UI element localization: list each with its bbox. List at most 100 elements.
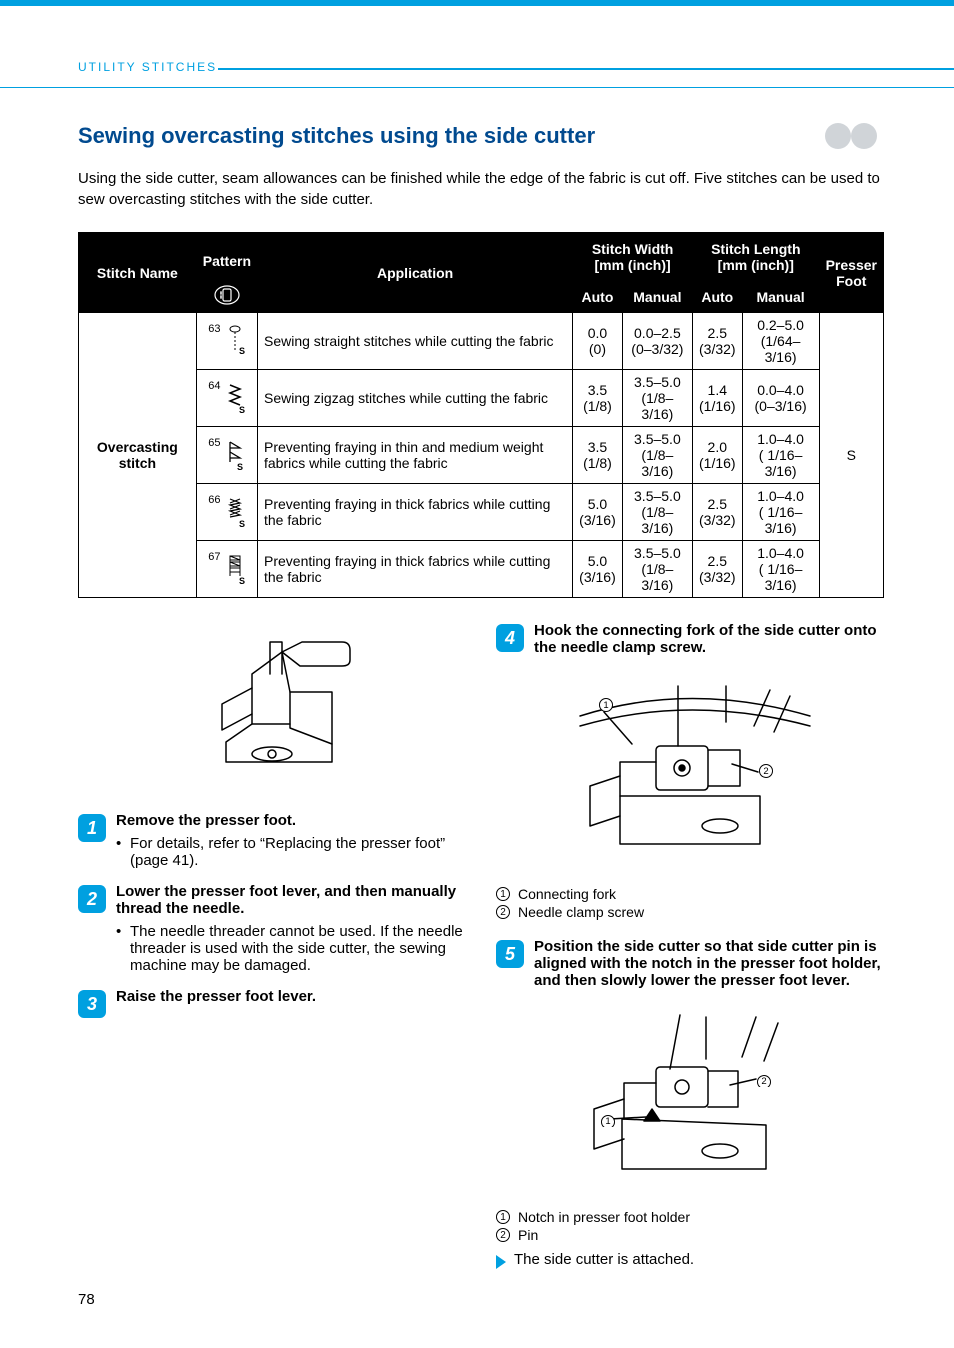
pattern-cell: 64 S — [196, 370, 257, 427]
stitch-pattern-icon: S — [224, 381, 246, 415]
stitch-pattern-icon: S — [224, 324, 246, 358]
th-width-auto: Auto — [573, 282, 623, 312]
result-text: The side cutter is attached. — [514, 1251, 694, 1268]
th-width-manual: Manual — [622, 282, 692, 312]
step-title: Remove the presser foot. — [116, 812, 466, 829]
table-row: 66 S Preventing fraying in thick fabrics… — [79, 484, 884, 541]
pattern-cell: 67 S — [196, 541, 257, 598]
length-auto: 2.5 (3/32) — [693, 484, 743, 541]
width-manual: 3.5–5.0 (1/8–3/16) — [622, 370, 692, 427]
step-5-result: The side cutter is attached. — [496, 1251, 884, 1269]
stitch-pattern-icon: S — [224, 495, 246, 529]
presser-foot-value: S — [819, 313, 883, 598]
pattern-number: 67 — [208, 552, 220, 563]
legend-text: Connecting fork — [518, 886, 616, 902]
group-name: Overcasting stitch — [79, 313, 197, 598]
step-4-illustration: 1 2 — [496, 676, 884, 870]
pattern-cell: 66 S — [196, 484, 257, 541]
length-auto: 1.4 (1/16) — [693, 370, 743, 427]
application-cell: Preventing fraying in thick fabrics whil… — [258, 484, 573, 541]
th-application: Application — [258, 233, 573, 313]
pattern-number: 66 — [208, 495, 220, 506]
bullet-icon: • — [116, 835, 130, 869]
step-5-illustration: 1 2 — [496, 1009, 884, 1193]
width-manual: 3.5–5.0 (1/8–3/16) — [622, 484, 692, 541]
legend-text: Notch in presser foot holder — [518, 1209, 690, 1225]
width-manual: 3.5–5.0 (1/8–3/16) — [622, 541, 692, 598]
svg-text:S: S — [239, 576, 245, 586]
application-cell: Sewing zigzag stitches while cutting the… — [258, 370, 573, 427]
step-bullet-text: The needle threader cannot be used. If t… — [130, 923, 466, 974]
pattern-mode-icon — [213, 285, 241, 305]
application-cell: Sewing straight stitches while cutting t… — [258, 313, 573, 370]
table-row: 64 S Sewing zigzag stitches while cuttin… — [79, 370, 884, 427]
table-row: 65 S Preventing fraying in thin and medi… — [79, 427, 884, 484]
th-stitch-width: Stitch Width [mm (inch)] — [573, 233, 693, 283]
section-header-label: UTILITY STITCHES — [78, 60, 217, 74]
step-title: Lower the presser foot lever, and then m… — [116, 883, 466, 917]
th-pattern: Pattern — [196, 233, 257, 313]
table-row: Overcasting stitch 63 S Sewing straight … — [79, 313, 884, 370]
th-stitch-length: Stitch Length [mm (inch)] — [693, 233, 820, 283]
width-auto: 5.0 (3/16) — [573, 541, 623, 598]
step-5-legend: 1 Notch in presser foot holder 2 Pin — [496, 1209, 884, 1243]
application-cell: Preventing fraying in thin and medium we… — [258, 427, 573, 484]
decorative-bubbles-icon — [814, 122, 884, 150]
intro-paragraph: Using the side cutter, seam allowances c… — [78, 168, 884, 210]
svg-text:S: S — [239, 405, 245, 415]
page-number: 78 — [78, 1291, 95, 1308]
pattern-number: 64 — [208, 381, 220, 392]
result-arrow-icon — [496, 1255, 506, 1269]
step-5: 5 Position the side cutter so that side … — [496, 938, 884, 995]
length-manual: 0.0–4.0 (0–3/16) — [742, 370, 819, 427]
pattern-cell: 65 S — [196, 427, 257, 484]
legend-marker-icon: 2 — [496, 905, 510, 919]
pattern-number: 65 — [208, 438, 220, 449]
table-row: 67 S Preventing fraying in thick fabrics… — [79, 541, 884, 598]
stitch-pattern-icon: S — [224, 552, 246, 586]
th-presser-foot: Presser Foot — [819, 233, 883, 313]
width-auto: 0.0 (0) — [573, 313, 623, 370]
step-number-badge: 5 — [496, 940, 524, 968]
width-auto: 3.5 (1/8) — [573, 370, 623, 427]
th-length-manual: Manual — [742, 282, 819, 312]
legend-marker-icon: 1 — [496, 1210, 510, 1224]
step-4-legend: 1 Connecting fork 2 Needle clamp screw — [496, 886, 884, 920]
legend-marker-icon: 2 — [496, 1228, 510, 1242]
step-title: Raise the presser foot lever. — [116, 988, 466, 1005]
bullet-icon: • — [116, 923, 130, 974]
th-stitch-name: Stitch Name — [79, 233, 197, 313]
legend-marker-icon: 1 — [496, 887, 510, 901]
width-manual: 3.5–5.0 (1/8–3/16) — [622, 427, 692, 484]
legend-text: Pin — [518, 1227, 538, 1243]
step-2: 2 Lower the presser foot lever, and then… — [78, 883, 466, 974]
length-manual: 1.0–4.0 ( 1/16–3/16) — [742, 484, 819, 541]
step-title: Hook the connecting fork of the side cut… — [534, 622, 884, 656]
width-manual: 0.0–2.5 (0–3/32) — [622, 313, 692, 370]
step-title: Position the side cutter so that side cu… — [534, 938, 884, 989]
page-title: Sewing overcasting stitches using the si… — [78, 123, 814, 149]
width-auto: 5.0 (3/16) — [573, 484, 623, 541]
step-number-badge: 3 — [78, 990, 106, 1018]
step-1: 1 Remove the presser foot. • For details… — [78, 812, 466, 869]
width-auto: 3.5 (1/8) — [573, 427, 623, 484]
step-3: 3 Raise the presser foot lever. — [78, 988, 466, 1018]
pattern-number: 63 — [208, 324, 220, 335]
step-4: 4 Hook the connecting fork of the side c… — [496, 622, 884, 662]
step-bullet-text: For details, refer to “Replacing the pre… — [130, 835, 466, 869]
step-number-badge: 4 — [496, 624, 524, 652]
stitch-pattern-icon: S — [224, 438, 246, 472]
th-length-auto: Auto — [693, 282, 743, 312]
length-manual: 1.0–4.0 ( 1/16–3/16) — [742, 427, 819, 484]
step-number-badge: 2 — [78, 885, 106, 913]
application-cell: Preventing fraying in thick fabrics whil… — [258, 541, 573, 598]
svg-text:S: S — [239, 519, 245, 529]
th-pattern-label: Pattern — [203, 253, 251, 269]
svg-text:S: S — [237, 462, 243, 472]
svg-text:S: S — [239, 346, 245, 356]
pattern-cell: 63 S — [196, 313, 257, 370]
side-cutter-illustration — [78, 632, 466, 796]
length-auto: 2.5 (3/32) — [693, 541, 743, 598]
legend-text: Needle clamp screw — [518, 904, 644, 920]
step-number-badge: 1 — [78, 814, 106, 842]
